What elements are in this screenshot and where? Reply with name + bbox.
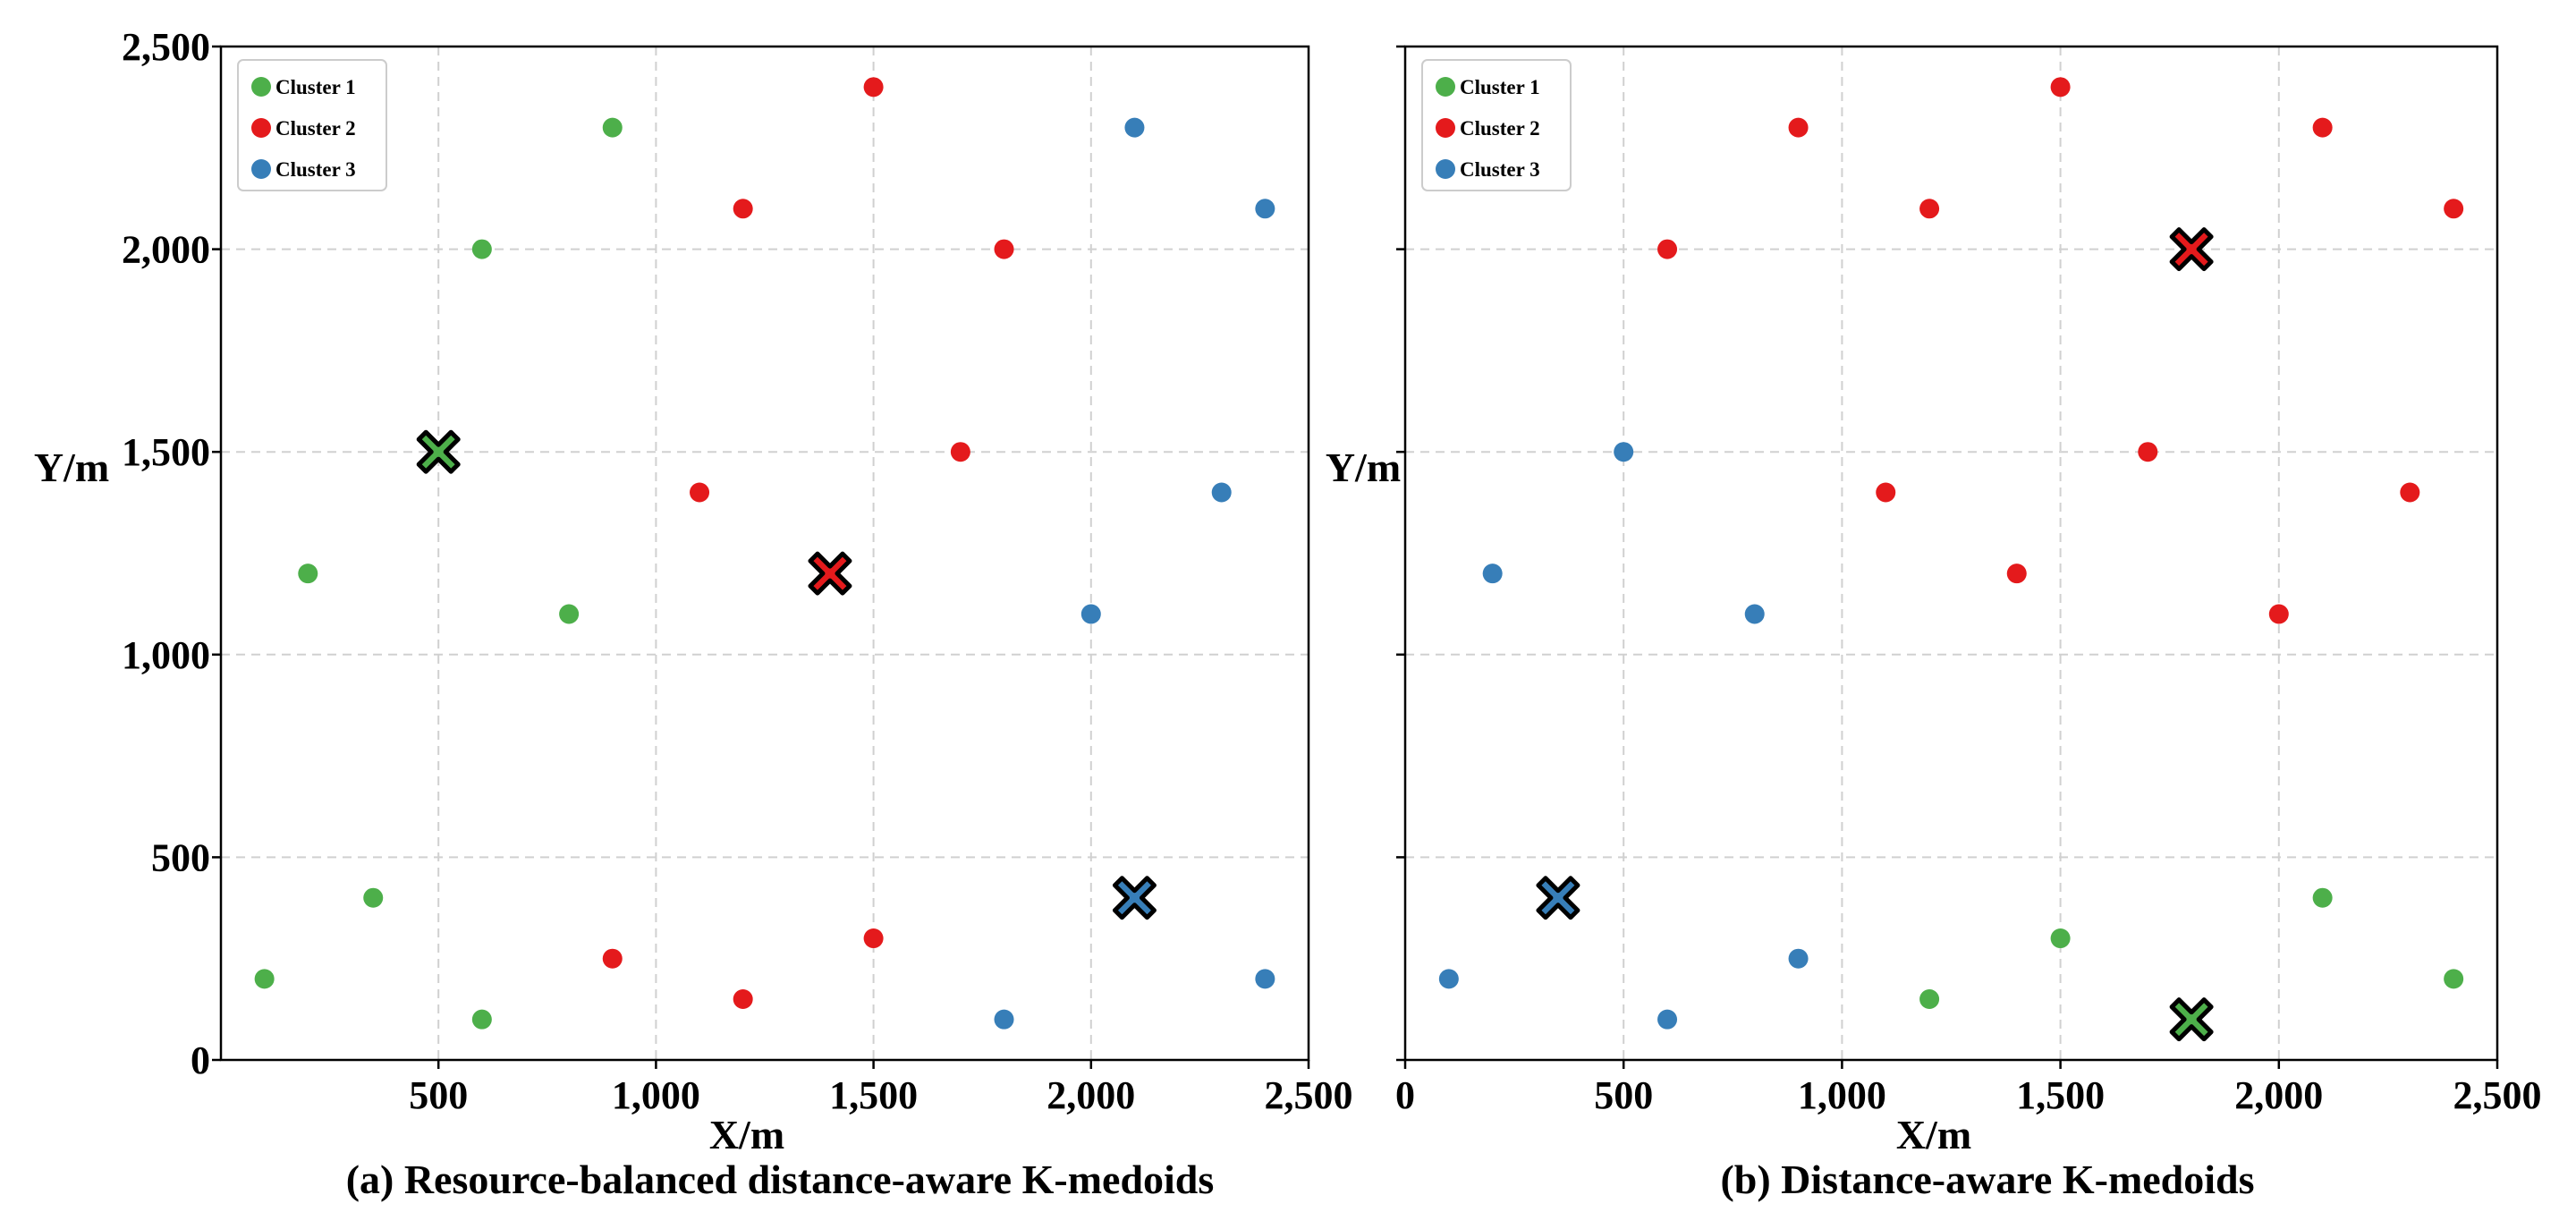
medoid-marker — [2169, 997, 2214, 1042]
data-point — [994, 1009, 1014, 1030]
y-tick-label: 2,000 — [122, 228, 210, 272]
data-point — [363, 887, 384, 908]
data-point — [2138, 442, 2158, 462]
legend-box — [237, 59, 387, 191]
plot-frame — [219, 45, 1310, 1062]
data-point — [1657, 1009, 1678, 1030]
data-point — [733, 199, 753, 219]
y-tick-label: 2,500 — [122, 25, 210, 69]
data-point — [298, 564, 318, 584]
x-tick-label: 2,000 — [1046, 1073, 1135, 1117]
data-point — [863, 928, 884, 949]
data-point — [602, 948, 623, 969]
y-tick-label: 0 — [191, 1038, 210, 1082]
data-point — [2006, 564, 2027, 584]
data-point — [471, 239, 492, 259]
legend-marker — [251, 159, 271, 179]
legend-marker — [251, 118, 271, 138]
legend-label: Cluster 3 — [275, 158, 356, 181]
y-tick-label: 1,000 — [122, 633, 210, 677]
legend-label: Cluster 1 — [1460, 76, 1540, 98]
legend-marker — [1436, 118, 1455, 138]
data-point — [1124, 117, 1145, 138]
chart-panel-b: 0 500 1,000 1,500 2,000 2,500 X/m Y/m (b) Distan… — [1326, 45, 2542, 1202]
data-point — [1255, 969, 1275, 989]
data-point — [1482, 564, 1503, 584]
x-tick-label: 500 — [409, 1073, 468, 1117]
data-point — [2268, 604, 2289, 624]
data-point — [602, 117, 623, 138]
data-point — [559, 604, 580, 624]
x-tick-label: 1,500 — [2016, 1073, 2105, 1117]
data-point — [1657, 239, 1678, 259]
x-tick-label: 1,500 — [829, 1073, 918, 1117]
data-point — [254, 969, 275, 989]
data-point — [1211, 482, 1232, 503]
medoid-marker — [808, 551, 852, 596]
x-tick-label: 2,000 — [2234, 1073, 2323, 1117]
legend-label: Cluster 1 — [275, 76, 356, 98]
medoid-marker — [2169, 227, 2214, 272]
data-point — [1255, 199, 1275, 219]
data-point — [863, 77, 884, 97]
x-tick-label: 500 — [1594, 1073, 1653, 1117]
y-axis-label: Y/m — [34, 445, 109, 490]
data-point — [2312, 117, 2333, 138]
y-tick-label: 500 — [151, 835, 210, 879]
data-point — [2400, 482, 2420, 503]
medoid-marker — [416, 429, 461, 474]
y-axis-label: Y/m — [1326, 445, 1401, 490]
data-point — [733, 989, 753, 1010]
x-axis-label: X/m — [1896, 1112, 1971, 1157]
x-tick-label: 2,500 — [1265, 1073, 1353, 1117]
data-point — [994, 239, 1014, 259]
data-point — [1788, 117, 1809, 138]
data-point — [1438, 969, 1459, 989]
y-tick-label: 1,500 — [122, 430, 210, 474]
data-point — [471, 1009, 492, 1030]
legend-label: Cluster 2 — [275, 117, 356, 140]
legend-label: Cluster 3 — [1460, 158, 1540, 181]
legend-marker — [1436, 159, 1455, 179]
panel-caption: (b) Distance-aware K-medoids — [1720, 1157, 2254, 1202]
x-axis-label: X/m — [709, 1112, 784, 1157]
x-tick-label: 1,000 — [1798, 1073, 1886, 1117]
data-point — [2444, 969, 2464, 989]
data-point — [2444, 199, 2464, 219]
data-point — [1788, 948, 1809, 969]
data-point — [1614, 442, 1634, 462]
legend-box — [1421, 59, 1572, 191]
medoid-marker — [1536, 876, 1580, 920]
data-point — [1080, 604, 1101, 624]
data-point — [2050, 77, 2071, 97]
data-point — [2050, 928, 2071, 949]
plot-frame — [1403, 45, 2499, 1062]
data-point — [950, 442, 970, 462]
data-point — [690, 482, 710, 503]
chart-panel-a: 500 1,000 1,500 2,000 2,500 0 500 1,000 1,500 2,0… — [34, 25, 1353, 1202]
panel-caption: (a) Resource-balanced distance-aware K-m… — [346, 1157, 1215, 1202]
data-point — [1744, 604, 1765, 624]
data-point — [1919, 199, 1940, 219]
data-point — [1876, 482, 1896, 503]
data-point — [1919, 989, 1940, 1010]
x-tick-label: 0 — [1395, 1073, 1415, 1117]
legend-marker — [1436, 77, 1455, 97]
data-point — [2312, 887, 2333, 908]
x-tick-label: 2,500 — [2453, 1073, 2542, 1117]
medoid-marker — [1112, 876, 1157, 920]
legend-label: Cluster 2 — [1460, 117, 1540, 140]
legend-marker — [251, 77, 271, 97]
x-tick-label: 1,000 — [612, 1073, 700, 1117]
